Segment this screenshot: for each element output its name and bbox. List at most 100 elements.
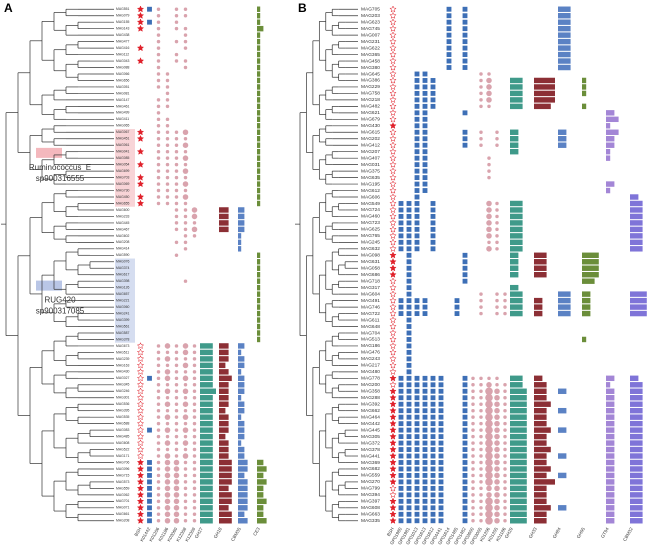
family-bar [558,64,571,71]
family-bar [257,310,261,317]
gene-dot [174,182,179,186]
row-label: MAG559 [361,473,380,479]
column-label: CBM35 [230,526,242,542]
gene-square [414,233,420,239]
gene-dot [165,447,170,452]
bsh-star [136,510,145,518]
bsh-star [389,478,397,486]
family-bar [238,459,248,466]
gene-square [462,136,468,142]
gene-square [462,485,468,491]
gene-dot [183,493,188,497]
gene-dot [174,428,179,432]
gene-dot [503,467,507,471]
tree [295,8,358,522]
family-bar [257,472,264,479]
gene-square [430,226,436,232]
family-bar [606,382,611,388]
bsh-star [136,426,145,434]
gene-dot [494,498,500,505]
gene-dot [156,182,161,186]
gene-dot [479,486,483,491]
gene-square [414,71,420,77]
row-label: MAG621 [361,110,380,116]
gene-dot [471,486,475,491]
gene-square [430,440,436,446]
gene-square [462,395,468,401]
gene-dot [485,393,493,402]
gene-square [422,142,428,148]
row-label: MAG207 [361,149,380,155]
gene-dot [192,357,197,361]
gene-square [398,434,404,440]
bsh-star [136,445,145,453]
row-label: MAG451 [116,137,129,141]
row-label: MAG535 [116,415,129,419]
column-label: CE3 [252,526,261,537]
gene-square [462,388,468,394]
gene-dot [485,445,493,454]
gene-dot [183,240,188,245]
bsh-star [389,355,397,363]
gene-dot [479,460,483,465]
gene-dot [174,195,179,199]
bsh-star [389,5,397,13]
gene-dot [183,201,188,206]
gene-square [398,220,404,226]
gene-dot [485,516,493,525]
row-label: MAG522 [116,447,129,451]
gene-square [147,492,152,498]
gene-dot [479,98,483,102]
family-bar [606,420,615,427]
family-bar [219,226,229,233]
gene-square [430,511,436,517]
gene-dot [503,493,507,497]
gene-dot [479,292,483,296]
family-bar [510,511,527,518]
gene-square [446,52,452,57]
gene-square [438,427,444,433]
family-bar [219,459,232,466]
family-bar [558,304,571,310]
bsh-star [389,180,397,188]
row-label: MAG615 [361,130,380,136]
gene-square [446,65,452,70]
gene-dot [471,473,475,478]
gene-dot [183,208,188,212]
family-bar [200,453,213,459]
gene-square [430,427,436,433]
bsh-star [389,290,397,298]
gene-square [430,233,436,239]
gene-square [438,518,444,524]
gene-square [406,317,412,323]
gene-square [406,285,412,291]
gene-square [414,473,420,478]
gene-dot [156,137,161,141]
row-label: MAG041 [116,150,129,154]
gene-dot [495,201,499,206]
gene-square [438,421,444,427]
gene-dot [495,292,499,296]
bsh-star [389,277,397,285]
gene-dot [192,506,197,510]
gene-dot [174,396,179,400]
family-bar [606,433,615,440]
gene-square [414,239,420,245]
gene-square [406,453,412,459]
family-bar [630,382,643,388]
gene-dot [471,408,475,413]
family-bar [219,343,229,349]
family-bar [510,259,519,265]
gene-square [414,207,420,213]
bsh-star [389,270,397,278]
family-bar [630,297,647,304]
family-bar [219,414,229,420]
family-bar [219,505,229,511]
gene-dot [183,13,188,18]
gene-square [422,447,428,452]
row-label: MAG442 [361,421,380,427]
row-label: MAG069 [116,182,129,186]
family-bar [606,511,615,518]
row-label: MAG480 [361,369,380,375]
